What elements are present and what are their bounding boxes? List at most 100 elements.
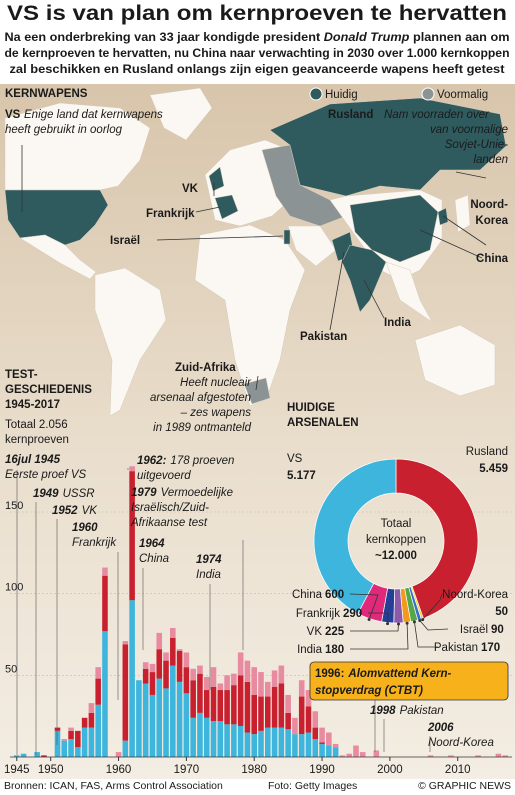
leader-line	[349, 593, 379, 620]
country-note: van voormalige	[430, 124, 508, 136]
annotation-label: 16jul 1945	[5, 454, 61, 466]
country-shape	[283, 229, 291, 245]
leader-line	[363, 279, 385, 319]
bar-segment	[156, 649, 163, 679]
bar-segment	[292, 717, 298, 735]
bar-segment	[197, 712, 203, 757]
bar-segment	[122, 740, 129, 757]
subtitle: Na een onderbreking van 33 jaar kondigde…	[5, 32, 510, 44]
map-heading: KERNWAPENS	[5, 88, 88, 100]
x-tick-label: 1980	[241, 764, 267, 776]
subtitle-part: plannen aan om	[409, 32, 509, 44]
bar-segment	[339, 755, 346, 757]
bar-segment	[312, 727, 319, 740]
bar-segment	[285, 712, 291, 730]
leader-line	[414, 621, 438, 648]
bar-segment	[258, 672, 264, 697]
bar-segment	[231, 673, 237, 686]
bar-segment	[61, 739, 68, 741]
bar-segment	[251, 734, 257, 757]
bar-segment	[95, 704, 101, 757]
donut-label: VS	[287, 453, 303, 465]
bar-segment	[163, 660, 169, 689]
country-shape	[454, 194, 471, 233]
bar-segment	[197, 665, 203, 674]
country-label: Pakistan	[300, 331, 347, 343]
bar-segment	[163, 688, 169, 757]
bar-segment	[170, 627, 176, 638]
footer-credit: © GRAPHIC NEWS	[418, 780, 511, 792]
bar-segment	[129, 471, 135, 601]
annotation-label: 1960	[72, 522, 98, 534]
bar-segment	[102, 567, 108, 576]
annotation-label: 1952	[52, 505, 78, 517]
bar-segment	[285, 694, 291, 713]
y-tick-label: 50	[5, 663, 17, 675]
bar-segment	[237, 675, 244, 726]
bar-segment	[183, 667, 190, 694]
bar-segment	[210, 686, 217, 722]
bar-segment	[176, 681, 183, 757]
annotation-text: Frankrijk	[72, 537, 117, 549]
bar-segment	[217, 721, 224, 757]
country-label: Zuid-Afrika	[175, 362, 236, 374]
bar-segment	[88, 727, 95, 757]
leader-line	[195, 206, 221, 213]
annotation-text: Vermoedelijke	[161, 487, 233, 499]
bar-segment	[231, 724, 237, 757]
bar-segment	[95, 667, 101, 679]
bar-segment	[427, 755, 434, 757]
leader-dot	[367, 618, 371, 622]
bar-segment	[224, 690, 230, 725]
bar-segment	[156, 632, 163, 650]
annotation-text: VK	[82, 505, 99, 517]
country-label: VS	[5, 109, 21, 121]
country-shape	[385, 261, 433, 323]
leader-line	[255, 375, 259, 391]
annotation-text: India	[196, 569, 221, 581]
bar-segment	[14, 755, 20, 757]
bar-segment	[190, 717, 196, 757]
y-tick-label: 150	[5, 500, 23, 512]
chart-title: ARSENALEN	[287, 417, 359, 429]
bar-segment	[142, 662, 149, 669]
bar-segment	[75, 730, 81, 748]
bar-segment	[203, 690, 210, 718]
bar-segment	[237, 652, 244, 676]
donut-value: 170	[481, 642, 500, 654]
country-shape	[243, 377, 271, 405]
donut-center-text: Totaal	[381, 518, 412, 530]
bar-segment	[319, 727, 325, 743]
country-shape	[208, 166, 225, 192]
country-shape	[414, 324, 496, 397]
bar-segment	[292, 734, 298, 757]
x-tick-label: 1990	[309, 764, 335, 776]
bar-segment	[75, 747, 81, 757]
donut-value: 50	[495, 606, 508, 618]
x-tick-label: 1960	[106, 764, 132, 776]
bar-segment	[265, 681, 271, 697]
donut-value: 90	[491, 624, 504, 636]
bar-segment	[210, 721, 217, 757]
legend-swatch	[309, 87, 323, 101]
legend-label: Voormalig	[437, 89, 488, 101]
bar-segment	[251, 694, 257, 735]
bar-segment	[326, 732, 332, 746]
annotation-text: 178 proeven	[170, 455, 234, 467]
bar-segment	[258, 730, 264, 757]
bar-segment	[142, 668, 149, 684]
donut-label: Rusland	[466, 446, 508, 458]
country-note: – zes wapens	[180, 407, 252, 419]
subtitle: de kernproeven te hervatten, nu China na…	[5, 48, 510, 60]
country-label: Israël	[110, 235, 140, 247]
bar-segment	[122, 644, 129, 741]
annotation-text: Pakistan	[400, 705, 444, 717]
annotation-label: 2006	[427, 722, 454, 734]
bar-segment	[312, 739, 319, 757]
bar-segment	[265, 727, 271, 757]
bar-segment	[319, 743, 325, 757]
bar-segment	[129, 600, 135, 757]
leader-line	[419, 229, 483, 259]
country-shape	[4, 189, 109, 246]
leader-line	[419, 620, 449, 631]
